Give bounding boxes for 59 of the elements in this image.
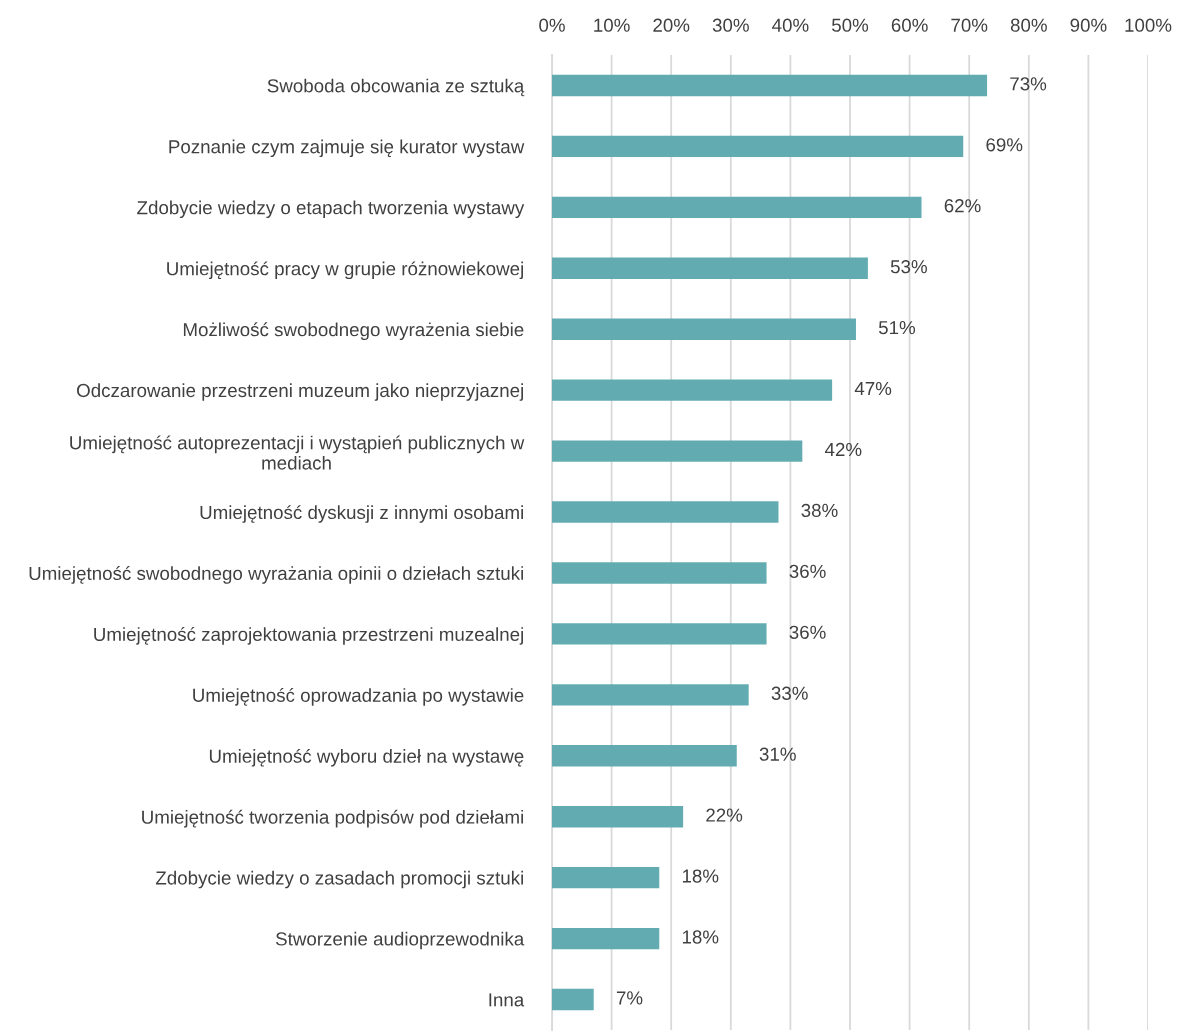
bar [552,135,964,158]
bar [552,379,833,401]
x-tick-label: 80% [1010,18,1047,32]
y-tick-label: Zdobycie wiedzy o etapach tworzenia wystawy [137,200,525,219]
y-tick-label: Odczarowanie przestrzeni muzeum jako nieprzyjaznej [77,383,523,401]
data-label: 42% [824,442,862,457]
x-tick-label: 90% [1070,18,1107,32]
x-tick-label: 50% [831,18,869,32]
y-tick-label: Umiejętność wyboru dzieł na wystawę [209,748,524,767]
bar [552,318,856,340]
bar [552,988,594,1011]
x-tick-label: 100% [1125,18,1172,32]
data-label: 36% [789,564,826,578]
data-label: 36% [789,625,826,639]
y-tick-label: Umiejętność autoprezentacji i wystąpień publicznych w mediach [70,435,525,470]
bar [552,623,767,645]
y-tick-label: Stworzenie audioprzewodnika [275,931,525,950]
y-tick-label: Umiejętność swobodnego wyrażania opinii o dziełach sztuki [29,566,523,584]
data-label: 51% [878,321,916,335]
y-tick-label: Umiejętność dyskusji z innymi osobami [200,505,523,523]
data-label: 31% [759,747,796,761]
bar [552,196,922,219]
data-label: 22% [706,808,743,822]
y-tick-label: Poznanie czym zajmuje się kurator wystaw [169,139,525,158]
data-label: 69% [986,138,1023,152]
y-tick-label: Zdobycie wiedzy o zasadach promocji sztuki [155,870,523,889]
y-tick-label: Inna [489,993,525,1007]
y-tick-label: Możliwość swobodnego wyrażenia siebie [183,322,524,341]
data-label: 33% [771,686,808,700]
bar [552,257,868,279]
bar [552,927,660,950]
data-label: 18% [682,930,719,944]
y-tick-label: Umiejętność pracy w grupie różnowiekowej [167,261,523,280]
bar [552,440,803,462]
y-tick-label: Umiejętność oprowadzania po wystawie [193,687,524,706]
data-label: 47% [854,381,892,396]
data-label: 73% [1010,77,1047,91]
bar [552,806,684,828]
bar [552,684,749,706]
x-tick-label: 60% [891,18,928,32]
data-label: 62% [944,199,981,213]
data-label: 53% [890,260,927,274]
x-tick-label: 10% [594,18,630,32]
bar [552,562,767,584]
y-tick-label: Umiejętność tworzenia podpisów pod dziełami [142,809,523,828]
x-tick-label: 70% [951,18,988,32]
bar [552,745,737,767]
x-tick-label: 20% [653,18,690,32]
bar [552,866,660,889]
data-label: 38% [801,503,838,518]
bar [552,74,988,97]
x-tick-label: 0% [539,18,565,32]
data-label: 18% [682,869,719,883]
x-tick-label: 30% [712,18,749,32]
bar [552,501,779,523]
y-tick-label: Umiejętność zaprojektowania przestrzeni muzealnej [94,627,523,645]
x-tick-label: 40% [772,18,809,32]
data-label: 7% [616,991,643,1005]
y-tick-label: Swoboda obcowania ze sztuką [267,78,525,97]
